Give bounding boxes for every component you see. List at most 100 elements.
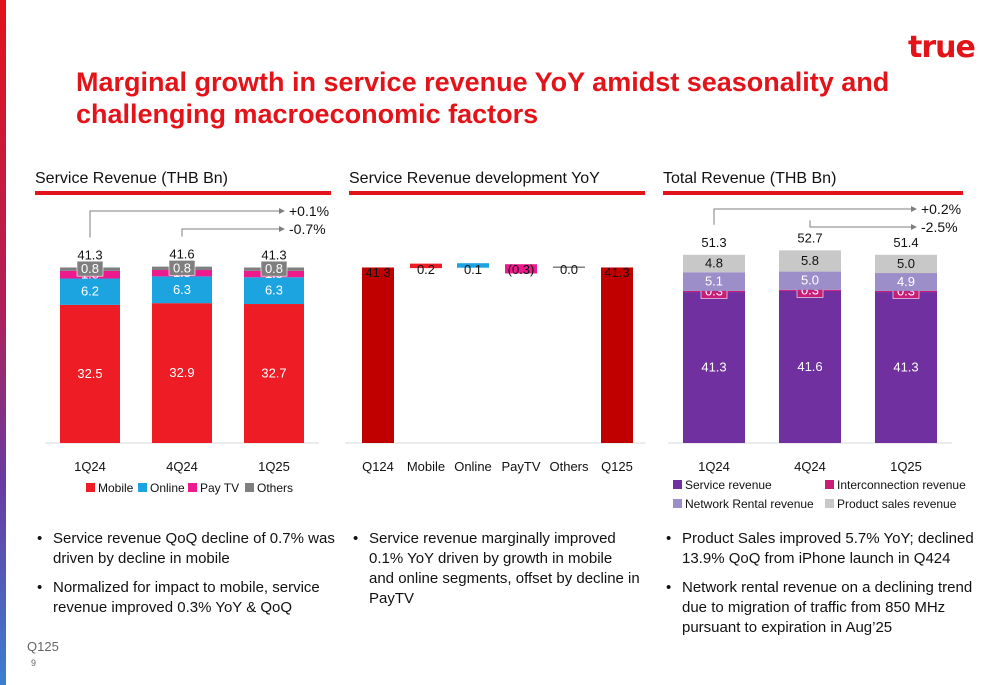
label-box-0-4Q24-3 bbox=[168, 260, 196, 276]
service-revenue-heading: Service Revenue (THB Bn) bbox=[35, 170, 228, 187]
waterfall-bar-Mobile bbox=[410, 263, 442, 269]
waterfall-heading: Service Revenue development YoY bbox=[349, 170, 600, 187]
bullets-left: Service revenue QoQ decline of 0.7% was … bbox=[35, 529, 340, 627]
category-2-1Q24: 1Q24 bbox=[698, 459, 730, 474]
legend-label-0-2: Pay TV bbox=[200, 481, 239, 495]
category-0-1Q25: 1Q25 bbox=[258, 459, 290, 474]
label-box-0-1Q25-3 bbox=[260, 260, 288, 277]
label-0-1Q24-1: 6.2 bbox=[81, 284, 99, 299]
bar-2-1Q25-2 bbox=[875, 273, 937, 291]
total-0-1Q24: 41.3 bbox=[77, 247, 102, 262]
bar-2-1Q25-3 bbox=[875, 254, 937, 274]
waterfall-category-Q124: Q124 bbox=[362, 459, 394, 474]
waterfall-bar-PayTV bbox=[505, 264, 537, 274]
waterfall-category-Q125: Q125 bbox=[601, 459, 633, 474]
label-0-1Q25-3: 0.8 bbox=[265, 261, 283, 276]
arrowhead-qoq-2 bbox=[911, 224, 917, 230]
page-number: 9 bbox=[31, 658, 37, 668]
total-0-1Q25: 41.3 bbox=[261, 247, 286, 262]
arrowhead-yoy-0 bbox=[279, 208, 285, 214]
category-0-1Q24: 1Q24 bbox=[74, 459, 106, 474]
total-2-1Q25: 51.4 bbox=[893, 235, 918, 250]
footer-period: Q125 bbox=[27, 639, 59, 654]
label-2-1Q24-0: 41.3 bbox=[701, 360, 726, 375]
true-logo: true bbox=[908, 30, 976, 65]
label-0-1Q25-1: 6.3 bbox=[265, 283, 283, 298]
arrowhead-yoy-2 bbox=[911, 206, 917, 212]
legend-label-0-1: Online bbox=[150, 481, 185, 495]
legend-label-2-0: Service revenue bbox=[685, 478, 772, 492]
category-2-4Q24: 4Q24 bbox=[794, 459, 826, 474]
waterfall-category-PayTV: PayTV bbox=[501, 459, 540, 474]
waterfall-label-PayTV: (0.3) bbox=[508, 262, 535, 277]
bar-2-1Q24-0 bbox=[683, 292, 745, 443]
waterfall-category-Online: Online bbox=[454, 459, 492, 474]
label-0-4Q24-1: 6.3 bbox=[173, 282, 191, 297]
category-2-1Q25: 1Q25 bbox=[890, 459, 922, 474]
waterfall-bar-Q124 bbox=[362, 267, 394, 443]
bar-0-1Q25-1 bbox=[244, 277, 304, 305]
legend-swatch-0-1 bbox=[138, 483, 147, 492]
bullet-right-0: Product Sales improved 5.7% YoY; decline… bbox=[664, 529, 984, 569]
waterfall-label-Others: 0.0 bbox=[560, 262, 578, 277]
bullet-right-1: Network rental revenue on a declining tr… bbox=[664, 578, 984, 638]
section-rule-left bbox=[35, 191, 331, 195]
arrow-yoy-2 bbox=[713, 208, 911, 225]
bar-2-1Q24-2 bbox=[683, 272, 745, 291]
growth-qoq-2: -2.5% bbox=[921, 219, 958, 235]
bar-0-1Q24-0 bbox=[60, 304, 120, 443]
label-0-4Q24-0: 32.9 bbox=[169, 365, 194, 380]
waterfall-label-Mobile: 0.2 bbox=[417, 262, 435, 277]
waterfall-bar-Online bbox=[457, 263, 489, 268]
legend-swatch-2-1 bbox=[825, 480, 834, 489]
waterfall-label-Q125: 41.3 bbox=[604, 265, 629, 280]
bar-2-1Q24-3 bbox=[683, 254, 745, 273]
legend-swatch-0-2 bbox=[188, 483, 197, 492]
total-revenue-heading: Total Revenue (THB Bn) bbox=[663, 170, 837, 187]
bar-2-4Q24-3 bbox=[779, 250, 841, 272]
waterfall-bar-Q125 bbox=[601, 267, 633, 443]
bar-2-4Q24-2 bbox=[779, 271, 841, 290]
label-0-1Q24-3: 0.8 bbox=[81, 261, 99, 276]
bar-0-1Q25-0 bbox=[244, 304, 304, 443]
label-0-1Q24-0: 32.5 bbox=[77, 366, 102, 381]
total-0-4Q24: 41.6 bbox=[169, 247, 194, 262]
arrow-qoq-0 bbox=[181, 228, 279, 237]
bar-2-1Q25-0 bbox=[875, 292, 937, 443]
bullets-middle: Service revenue marginally improved 0.1%… bbox=[351, 529, 641, 618]
growth-qoq-0: -0.7% bbox=[289, 221, 326, 237]
legend-label-2-3: Product sales revenue bbox=[837, 497, 957, 511]
legend-label-0-3: Others bbox=[257, 481, 293, 495]
page-title: Marginal growth in service revenue YoY a… bbox=[76, 67, 890, 129]
section-rule-right bbox=[663, 191, 963, 195]
legend-label-2-2: Network Rental revenue bbox=[685, 497, 814, 511]
legend-label-2-1: Interconnection revenue bbox=[837, 478, 966, 492]
legend-swatch-2-3 bbox=[825, 499, 834, 508]
arrow-yoy-0 bbox=[89, 210, 279, 238]
waterfall-label-Q124: 41.3 bbox=[365, 265, 390, 280]
label-2-1Q24-2: 5.1 bbox=[705, 274, 723, 289]
label-2-4Q24-2: 5.0 bbox=[801, 273, 819, 288]
arrow-qoq-2 bbox=[809, 220, 911, 228]
label-2-4Q24-0: 41.6 bbox=[797, 359, 822, 374]
bullet-middle-0: Service revenue marginally improved 0.1%… bbox=[351, 529, 641, 609]
waterfall-bar-Others bbox=[553, 266, 585, 268]
section-rule-middle bbox=[349, 191, 645, 195]
bar-0-1Q24-1 bbox=[60, 278, 120, 305]
growth-yoy-0: +0.1% bbox=[289, 203, 329, 219]
legend-swatch-2-0 bbox=[673, 480, 682, 489]
total-2-1Q24: 51.3 bbox=[701, 235, 726, 250]
bar-2-4Q24-0 bbox=[779, 290, 841, 443]
total-2-4Q24: 52.7 bbox=[797, 230, 822, 245]
label-2-1Q25-0: 41.3 bbox=[893, 360, 918, 375]
waterfall-label-Online: 0.1 bbox=[464, 262, 482, 277]
label-0-1Q25-0: 32.7 bbox=[261, 366, 286, 381]
label-0-4Q24-3: 0.8 bbox=[173, 260, 191, 275]
waterfall-category-Others: Others bbox=[549, 459, 589, 474]
legend-swatch-0-3 bbox=[245, 483, 254, 492]
waterfall-category-Mobile: Mobile bbox=[407, 459, 445, 474]
label-2-1Q25-2: 4.9 bbox=[897, 274, 915, 289]
label-box-0-1Q24-3 bbox=[76, 260, 104, 277]
label-2-1Q25-3: 5.0 bbox=[897, 256, 915, 271]
